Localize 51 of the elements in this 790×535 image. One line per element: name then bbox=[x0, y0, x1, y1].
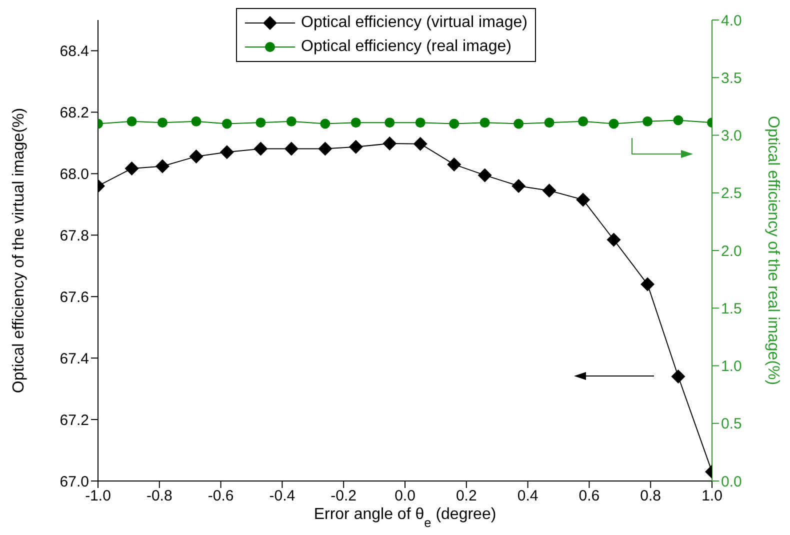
point bbox=[382, 136, 397, 151]
legend-label: Optical efficiency (virtual image) bbox=[301, 14, 528, 32]
x-tick-label: 0.0 bbox=[394, 488, 416, 505]
x-tick-label: 0.6 bbox=[578, 488, 600, 505]
y-tick-label: 67.2 bbox=[60, 412, 89, 429]
y-tick-label: 67.6 bbox=[60, 288, 89, 306]
point bbox=[542, 184, 556, 198]
point bbox=[447, 157, 462, 172]
point bbox=[576, 192, 590, 207]
point bbox=[189, 149, 204, 164]
y2-tick-label: 0.5 bbox=[721, 416, 742, 433]
x-tick-label: -1.0 bbox=[85, 488, 111, 505]
x-tick-label: -0.4 bbox=[269, 488, 296, 505]
y-tick-label: 68.4 bbox=[60, 43, 89, 60]
y2-tick-label: 2.5 bbox=[721, 185, 742, 202]
x-tick-label: 0.8 bbox=[640, 488, 662, 505]
point bbox=[124, 161, 139, 176]
y-tick-label: 68.0 bbox=[60, 166, 89, 183]
y2-tick-label: 3.5 bbox=[721, 70, 742, 87]
y2-tick-label: 1.5 bbox=[721, 300, 742, 318]
point bbox=[606, 232, 621, 247]
point bbox=[478, 168, 492, 182]
point bbox=[318, 142, 332, 156]
point bbox=[220, 145, 234, 160]
y-tick-label: 67.4 bbox=[60, 350, 89, 368]
y2-tick-label: 4.0 bbox=[721, 12, 742, 30]
y2-tick-label: 3.0 bbox=[721, 128, 742, 145]
legend-label: Optical efficiency (real image) bbox=[301, 38, 512, 56]
y-tick-label: 67.0 bbox=[60, 473, 89, 490]
x-tick-label: -0.6 bbox=[208, 488, 234, 505]
y2-tick-label: 0.0 bbox=[721, 473, 742, 490]
point bbox=[671, 370, 686, 384]
point bbox=[254, 142, 268, 156]
point bbox=[413, 136, 428, 151]
x-axis-title: Error angle of θ$_{e}$ (degree) bbox=[314, 506, 496, 530]
y-axis-title: Optical efficiency of the virtual image(%) bbox=[10, 108, 28, 394]
y-tick-label: 68.2 bbox=[60, 104, 89, 122]
y2-axis-title: Optical efficiency of the real image(%) bbox=[764, 116, 782, 386]
x-tick-label: 0.4 bbox=[517, 488, 538, 505]
y2-tick-label: 2.0 bbox=[721, 242, 742, 260]
x-tick-label: -0.8 bbox=[146, 488, 172, 505]
point bbox=[348, 140, 363, 154]
point bbox=[155, 159, 170, 174]
y2-tick-label: 1.0 bbox=[721, 358, 742, 376]
point bbox=[284, 142, 298, 156]
x-tick-label: 0.2 bbox=[456, 488, 477, 505]
y-tick-label: 67.8 bbox=[60, 227, 89, 244]
x-tick-label: 1.0 bbox=[702, 488, 722, 505]
point bbox=[640, 277, 655, 292]
point bbox=[512, 178, 526, 193]
x-tick-label: -0.2 bbox=[330, 488, 357, 505]
